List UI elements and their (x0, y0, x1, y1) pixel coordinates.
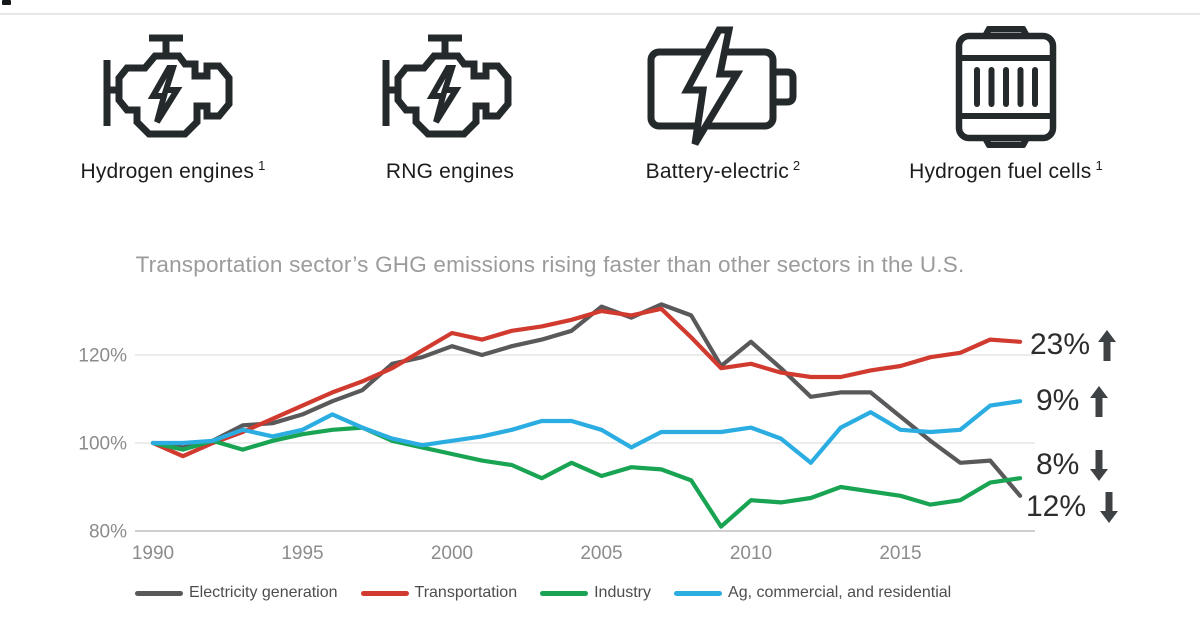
tech-label: Hydrogen engines 1 (80, 158, 265, 184)
tech-label: Battery-electric 2 (646, 158, 801, 184)
up-arrow-icon (1090, 385, 1108, 417)
tech-card-rng-engines: RNG engines (307, 26, 597, 184)
legend-item: Transportation (360, 584, 518, 602)
legend-label: Electricity generation (189, 584, 338, 601)
tech-label: RNG engines (386, 158, 518, 184)
cropped-text-artifact (2, 0, 11, 5)
x-tick-label: 1990 (132, 543, 174, 564)
tech-label-text: Hydrogen engines (80, 160, 255, 183)
series-electricity-generation (150, 302, 1023, 498)
fuel-cell-icon (947, 26, 1065, 148)
down-arrow-icon (1090, 449, 1108, 481)
x-tick-label: 2010 (730, 543, 772, 564)
top-divider (0, 13, 1200, 15)
y-tick-label: 100% (78, 434, 127, 455)
tech-card-hydrogen-fuel-cells: Hydrogen fuel cells 1 (861, 26, 1151, 184)
annotation-value: 9% (1036, 384, 1080, 417)
tech-label-text: Battery-electric (645, 160, 789, 183)
legend-item: Industry (540, 584, 651, 602)
legend-item: Ag, commercial, and residential (674, 584, 951, 602)
legend-label: Industry (594, 584, 652, 601)
annotation-ag-commercial-residential: 9% (1036, 383, 1108, 419)
tech-label-text: RNG engines (385, 160, 515, 183)
annotation-industry: 8% (1036, 447, 1108, 483)
chart-title: Transportation sector’s GHG emissions ri… (135, 252, 965, 277)
series-industry (150, 425, 1023, 529)
legend-dash-icon (360, 590, 409, 596)
legend-dash-icon (674, 590, 723, 596)
tech-label-text: Hydrogen fuel cells (909, 160, 1092, 183)
annotation-value: 12% (1026, 490, 1087, 523)
x-tick-label: 1995 (281, 543, 323, 564)
up-arrow-icon (1098, 329, 1116, 361)
x-tick-label: 2000 (431, 543, 473, 564)
x-tick-label: 2005 (580, 543, 622, 564)
annotation-transportation: 23% (1030, 327, 1116, 363)
tech-card-hydrogen-engines: Hydrogen engines 1 (28, 26, 318, 184)
legend-dash-icon (540, 590, 589, 596)
legend-item: Electricity generation (135, 584, 338, 602)
annotation-electricity-generation: 12% (1026, 489, 1118, 525)
tech-label-superscript: 1 (258, 158, 266, 173)
tech-label-superscript: 2 (792, 158, 801, 173)
chart-legend: Electricity generation Transportation Indu… (135, 584, 951, 602)
battery-icon (641, 26, 806, 148)
series-ag-commercial-and-residential (150, 399, 1023, 465)
legend-label: Ag, commercial, and residential (728, 584, 952, 601)
ghg-line-chart: 120% 100% 80%1990 1995 2000 2005 2010 2015 (78, 302, 1035, 564)
annotation-value: 23% (1030, 328, 1091, 361)
legend-dash-icon (135, 590, 183, 596)
series-transportation (150, 306, 1023, 459)
engine-icon (376, 26, 528, 148)
y-tick-label: 120% (78, 346, 127, 367)
tech-label: Hydrogen fuel cells 1 (909, 158, 1103, 184)
engine-icon (97, 26, 249, 148)
x-tick-label: 2015 (879, 543, 921, 564)
tech-card-battery-electric: Battery-electric 2 (578, 26, 868, 184)
down-arrow-icon (1100, 491, 1118, 523)
y-tick-label: 80% (89, 522, 127, 543)
tech-label-superscript: 1 (1095, 158, 1103, 173)
legend-label: Transportation (414, 584, 518, 601)
annotation-value: 8% (1036, 448, 1080, 481)
